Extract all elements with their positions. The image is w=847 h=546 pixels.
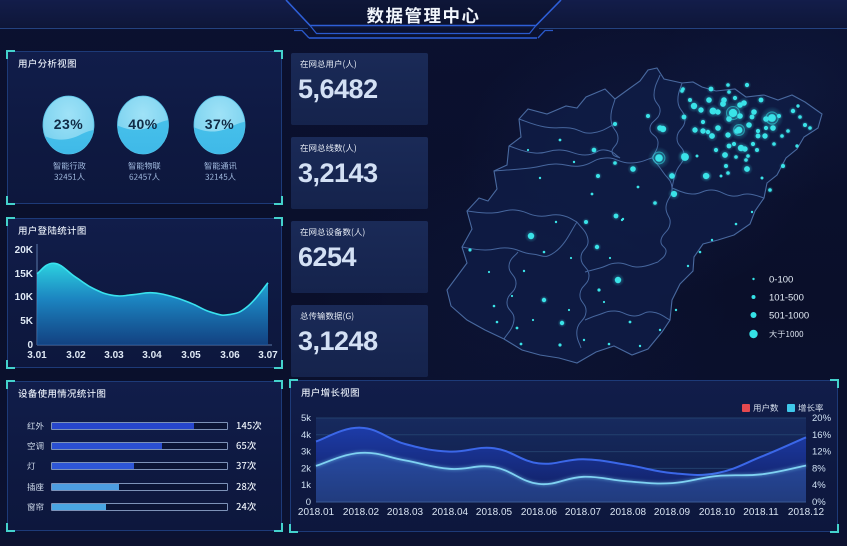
svg-text:1k: 1k — [301, 480, 311, 491]
svg-text:3k: 3k — [301, 447, 311, 458]
svg-text:3.01: 3.01 — [27, 350, 47, 361]
svg-text:3.04: 3.04 — [142, 350, 162, 361]
svg-text:5K: 5K — [20, 316, 34, 327]
svg-text:5k: 5k — [301, 413, 311, 424]
svg-text:2018.06: 2018.06 — [521, 507, 558, 518]
svg-text:501-1000: 501-1000 — [769, 311, 809, 322]
svg-text:4k: 4k — [301, 430, 311, 441]
svg-text:2018.05: 2018.05 — [476, 507, 513, 518]
svg-text:0: 0 — [306, 497, 311, 508]
svg-text:2018.12: 2018.12 — [788, 507, 825, 518]
svg-text:0: 0 — [27, 340, 33, 351]
svg-text:101-500: 101-500 — [769, 293, 804, 304]
svg-text:0%: 0% — [812, 497, 826, 508]
svg-text:2018.11: 2018.11 — [743, 507, 779, 518]
svg-text:20K: 20K — [15, 245, 34, 256]
svg-text:2018.03: 2018.03 — [387, 507, 424, 518]
svg-text:3.03: 3.03 — [104, 350, 124, 361]
svg-text:3.05: 3.05 — [181, 350, 201, 361]
svg-text:16%: 16% — [812, 430, 832, 441]
svg-text:3.06: 3.06 — [220, 350, 240, 361]
svg-text:2018.09: 2018.09 — [654, 507, 691, 518]
svg-text:15K: 15K — [15, 269, 34, 280]
svg-text:2018.08: 2018.08 — [610, 507, 647, 518]
svg-text:2018.02: 2018.02 — [343, 507, 380, 518]
svg-text:2k: 2k — [301, 463, 311, 474]
svg-text:10K: 10K — [15, 292, 34, 303]
svg-text:4%: 4% — [812, 480, 826, 491]
svg-text:2018.07: 2018.07 — [565, 507, 602, 518]
svg-text:2018.10: 2018.10 — [699, 507, 736, 518]
svg-text:8%: 8% — [812, 463, 826, 474]
svg-text:0-100: 0-100 — [769, 275, 793, 286]
svg-text:2018.01: 2018.01 — [298, 507, 335, 518]
svg-text:20%: 20% — [812, 413, 832, 424]
svg-text:2018.04: 2018.04 — [432, 507, 469, 518]
svg-text:3.07: 3.07 — [258, 350, 278, 361]
svg-text:12%: 12% — [812, 447, 832, 458]
svg-text:3.02: 3.02 — [66, 350, 86, 361]
